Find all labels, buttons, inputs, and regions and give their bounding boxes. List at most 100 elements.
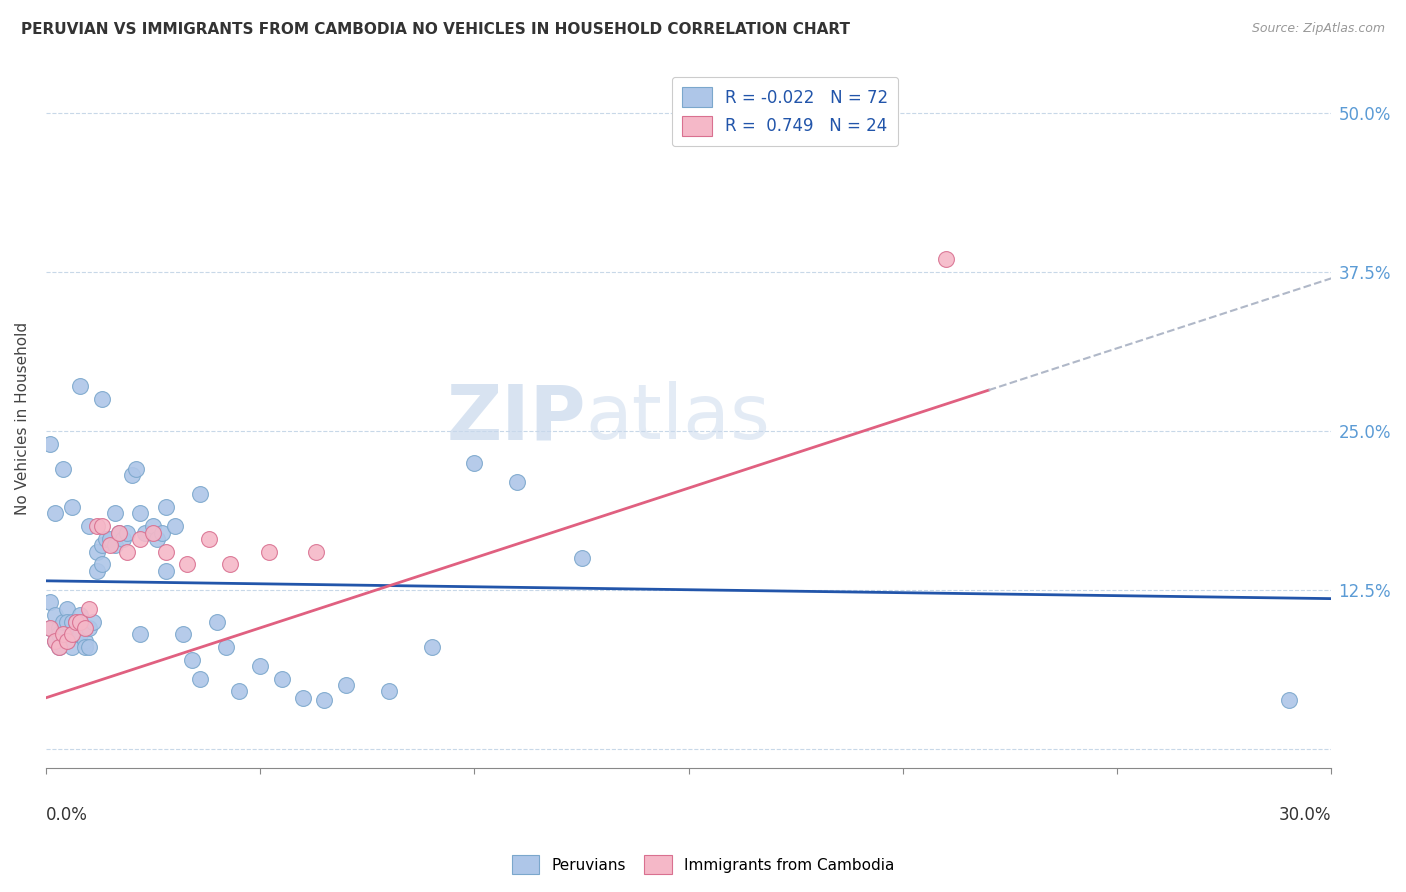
Point <box>56 633 79 648</box>
Point <box>82 615 104 629</box>
Point <box>77 621 100 635</box>
Point <box>103 538 125 552</box>
Point <box>48 621 70 635</box>
Point <box>86 519 108 533</box>
Point <box>219 558 242 572</box>
Point <box>228 684 250 698</box>
Point <box>188 672 211 686</box>
Point <box>305 544 328 558</box>
Point <box>48 640 70 654</box>
Point <box>506 475 529 489</box>
Text: 30.0%: 30.0% <box>1279 806 1331 824</box>
Point <box>44 507 66 521</box>
Point <box>155 544 177 558</box>
Point <box>73 621 96 635</box>
Point <box>335 678 357 692</box>
Point <box>198 532 221 546</box>
Text: atlas: atlas <box>586 381 770 455</box>
Point <box>257 544 280 558</box>
Point <box>52 462 75 476</box>
Point <box>150 525 173 540</box>
Point <box>60 627 83 641</box>
Point <box>73 633 96 648</box>
Point <box>86 564 108 578</box>
Point <box>249 659 271 673</box>
Point <box>39 595 62 609</box>
Point <box>463 456 485 470</box>
Point <box>52 627 75 641</box>
Point <box>108 525 131 540</box>
Point <box>69 615 91 629</box>
Point <box>270 672 292 686</box>
Point <box>935 252 957 267</box>
Point <box>77 519 100 533</box>
Point <box>146 532 169 546</box>
Point <box>39 621 62 635</box>
Text: 0.0%: 0.0% <box>46 806 87 824</box>
Point <box>60 615 83 629</box>
Point <box>44 633 66 648</box>
Point <box>65 615 87 629</box>
Point <box>73 640 96 654</box>
Point <box>172 627 194 641</box>
Point <box>44 608 66 623</box>
Text: PERUVIAN VS IMMIGRANTS FROM CAMBODIA NO VEHICLES IN HOUSEHOLD CORRELATION CHART: PERUVIAN VS IMMIGRANTS FROM CAMBODIA NO … <box>21 22 851 37</box>
Point <box>73 621 96 635</box>
Legend: Peruvians, Immigrants from Cambodia: Peruvians, Immigrants from Cambodia <box>506 849 900 880</box>
Point <box>98 538 121 552</box>
Point <box>188 487 211 501</box>
Point <box>121 468 143 483</box>
Point <box>65 615 87 629</box>
Legend: R = -0.022   N = 72, R =  0.749   N = 24: R = -0.022 N = 72, R = 0.749 N = 24 <box>672 77 898 146</box>
Point <box>163 519 186 533</box>
Point <box>117 544 139 558</box>
Point <box>420 640 443 654</box>
Text: Source: ZipAtlas.com: Source: ZipAtlas.com <box>1251 22 1385 36</box>
Point <box>39 621 62 635</box>
Point <box>69 379 91 393</box>
Point <box>60 640 83 654</box>
Point <box>129 507 152 521</box>
Point <box>56 633 79 648</box>
Point <box>112 532 135 546</box>
Point <box>103 507 125 521</box>
Point <box>117 525 139 540</box>
Point <box>56 615 79 629</box>
Point <box>155 564 177 578</box>
Point <box>142 519 165 533</box>
Point <box>129 532 152 546</box>
Point <box>90 538 112 552</box>
Point <box>48 640 70 654</box>
Text: ZIP: ZIP <box>446 381 586 455</box>
Point <box>69 627 91 641</box>
Point <box>155 500 177 514</box>
Point <box>86 544 108 558</box>
Point <box>69 608 91 623</box>
Point <box>90 392 112 406</box>
Point <box>52 627 75 641</box>
Point <box>1277 693 1299 707</box>
Point <box>77 640 100 654</box>
Point <box>207 615 229 629</box>
Point <box>98 532 121 546</box>
Point <box>571 551 593 566</box>
Point <box>125 462 148 476</box>
Point <box>292 690 315 705</box>
Point <box>60 627 83 641</box>
Point <box>176 558 198 572</box>
Point <box>48 627 70 641</box>
Point <box>52 615 75 629</box>
Point <box>215 640 238 654</box>
Point <box>60 500 83 514</box>
Point <box>65 627 87 641</box>
Point <box>94 532 117 546</box>
Point <box>129 627 152 641</box>
Point <box>378 684 401 698</box>
Point <box>77 602 100 616</box>
Point <box>180 653 202 667</box>
Point <box>56 602 79 616</box>
Point <box>90 519 112 533</box>
Point <box>142 525 165 540</box>
Point <box>108 525 131 540</box>
Point <box>314 693 336 707</box>
